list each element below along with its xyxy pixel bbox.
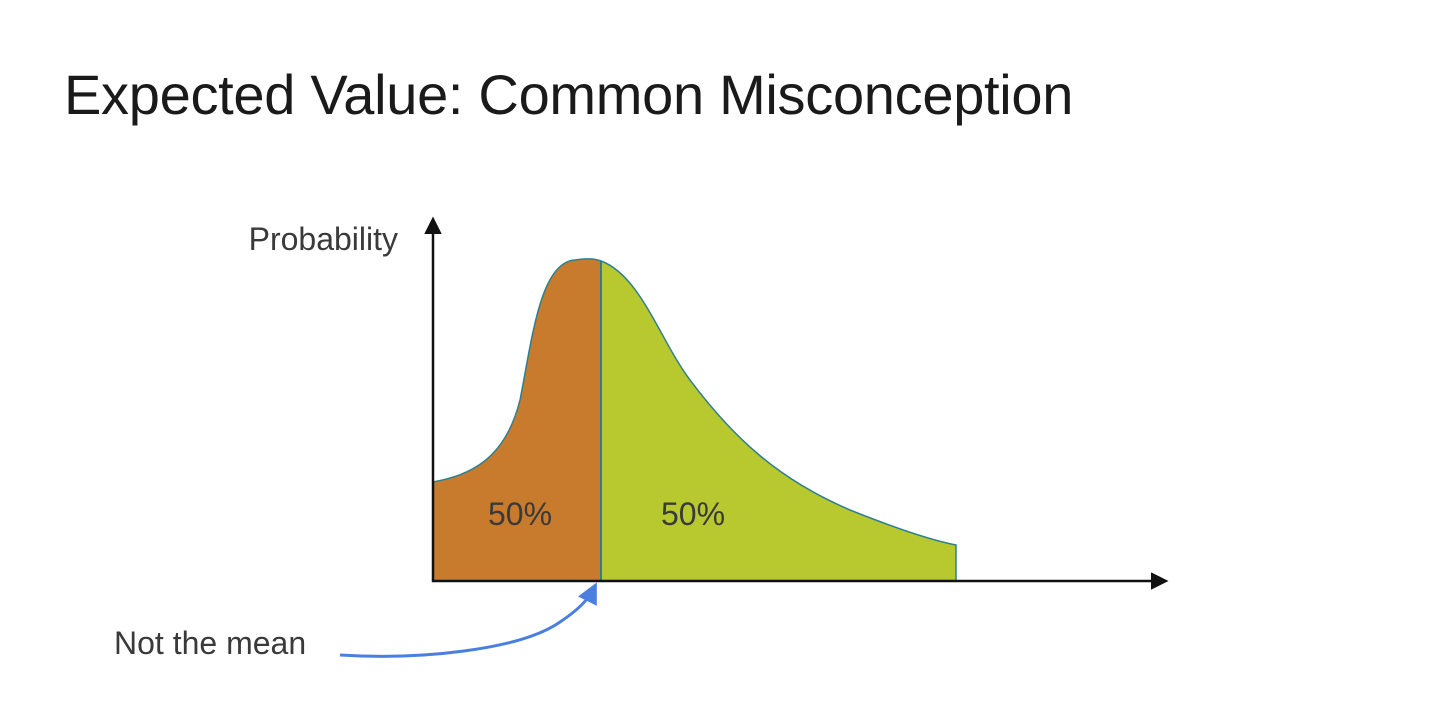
right-region — [600, 259, 957, 582]
left-region-label: 50% — [488, 496, 552, 532]
right-region-label: 50% — [661, 496, 725, 532]
annotation-arrow — [339, 582, 597, 658]
left-region — [432, 258, 602, 582]
annotation-text: Not the mean — [114, 625, 306, 661]
slide-title: Expected Value: Common Misconception — [64, 63, 1074, 126]
y-axis-label: Probability — [249, 221, 398, 257]
